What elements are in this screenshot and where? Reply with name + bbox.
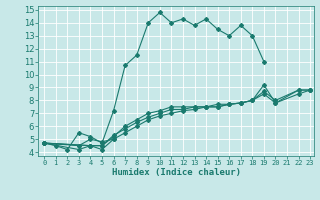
X-axis label: Humidex (Indice chaleur): Humidex (Indice chaleur)	[111, 168, 241, 177]
